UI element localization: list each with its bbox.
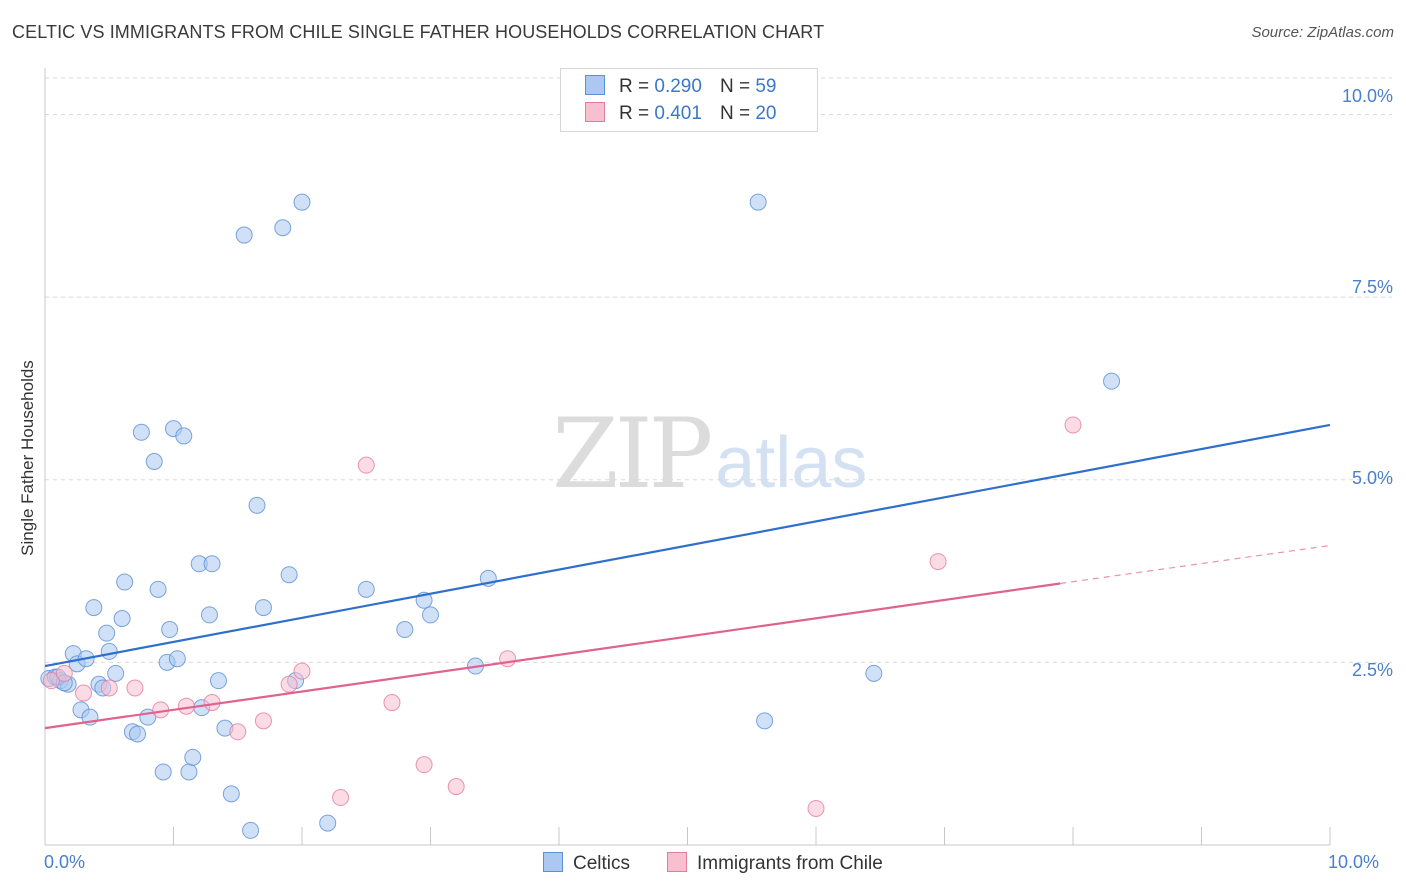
chile-point-1 — [55, 664, 73, 682]
chile-point-2 — [75, 684, 93, 702]
y-tick-label-7-5: 7.5% — [1351, 277, 1393, 297]
chile-point-20 — [1064, 416, 1082, 434]
chile-point-16 — [447, 778, 465, 796]
chile-trend-line — [44, 582, 1061, 730]
celtic-point-37 — [222, 785, 240, 803]
celtic-point-54 — [749, 193, 767, 211]
chile-trend-extension — [1060, 544, 1331, 585]
celtic-point-18 — [129, 725, 147, 743]
celtic-point-22 — [149, 580, 167, 598]
celtic-point-35 — [209, 672, 227, 690]
source-label: Source: ZipAtlas.com — [1251, 24, 1394, 41]
chile-point-3 — [100, 679, 118, 697]
celtic-point-13 — [100, 642, 118, 660]
celtic-point-50 — [422, 606, 439, 624]
chile-point-8 — [229, 723, 247, 741]
chile-n-value: 20 — [755, 103, 777, 124]
axis-layer — [44, 68, 1331, 846]
chile-point-18 — [807, 799, 825, 817]
trend-layer — [44, 423, 1331, 730]
bottom-chile-swatch — [667, 852, 687, 872]
celtic-point-42 — [274, 219, 292, 237]
chile-n-label: N = — [719, 103, 751, 124]
legend-row-celtic: R = 0.290 N = 59 — [585, 75, 776, 98]
celtic-trend-line — [44, 423, 1331, 668]
celtic-n-value: 59 — [755, 76, 777, 97]
watermark-zip: ZIP — [552, 398, 713, 510]
celtic-point-16 — [116, 573, 134, 591]
celtic-point-14 — [107, 664, 125, 682]
bottom-legend-celtics: Celtics — [543, 852, 630, 875]
x-tick-label-max: 10.0% — [1328, 852, 1380, 872]
bottom-legend-chile: Immigrants from Chile — [667, 852, 883, 875]
celtic-point-53 — [756, 712, 774, 730]
celtic-point-9 — [85, 599, 103, 617]
bottom-celtic-label: Celtics — [573, 853, 631, 874]
chile-point-4 — [126, 679, 144, 697]
celtic-point-43 — [280, 566, 298, 584]
celtic-point-55 — [865, 664, 883, 682]
watermark: ZIPatlas — [552, 398, 867, 510]
chile-point-15 — [415, 756, 433, 774]
celtic-point-25 — [161, 621, 179, 639]
x-tick-label-min: 0.0% — [44, 852, 86, 872]
celtic-point-21 — [145, 453, 163, 470]
point-layer — [40, 193, 1121, 839]
chile-point-12 — [332, 789, 350, 807]
chile-r-value: 0.401 — [654, 103, 702, 124]
bottom-celtic-swatch — [543, 852, 563, 872]
grid-layer — [45, 77, 1392, 663]
celtic-point-28 — [175, 427, 193, 445]
celtic-point-12 — [98, 624, 116, 642]
y-tick-label-5-0: 5.0% — [1351, 468, 1393, 488]
chile-point-0 — [42, 672, 60, 690]
celtic-point-15 — [113, 610, 131, 628]
chile-point-14 — [383, 694, 401, 712]
legend-row-chile: R = 0.401 N = 20 — [585, 102, 776, 125]
chile-point-17 — [499, 650, 517, 668]
celtic-point-47 — [357, 580, 375, 598]
chile-point-9 — [254, 712, 272, 730]
celtic-point-45 — [293, 193, 311, 211]
celtic-point-33 — [200, 606, 218, 624]
celtic-point-30 — [184, 748, 202, 766]
celtic-point-48 — [396, 621, 414, 639]
celtic-n-label: N = — [719, 76, 751, 97]
celtic-point-46 — [319, 814, 337, 832]
celtic-point-56 — [1103, 372, 1121, 390]
y-tick-label-10-0: 10.0% — [1341, 86, 1393, 106]
chile-point-11 — [293, 662, 311, 680]
chart-title: CELTIC VS IMMIGRANTS FROM CHILE SINGLE F… — [12, 22, 825, 42]
celtic-r-value: 0.290 — [654, 76, 702, 97]
celtic-swatch — [585, 75, 605, 95]
celtic-point-38 — [235, 226, 253, 244]
celtic-point-41 — [254, 599, 272, 617]
celtic-point-29 — [180, 763, 198, 781]
watermark-atlas: atlas — [715, 423, 868, 503]
chile-point-13 — [357, 456, 375, 474]
celtic-r-label: R = — [619, 76, 650, 97]
stats-legend: R = 0.290 N = 59 R = 0.401 N = 20 — [560, 68, 818, 132]
celtic-point-39 — [242, 821, 260, 839]
celtic-point-23 — [154, 763, 172, 781]
y-tick-label-2-5: 2.5% — [1351, 660, 1393, 680]
chile-swatch — [585, 102, 605, 122]
chile-r-label: R = — [619, 103, 650, 124]
y-axis-label: Single Father Households — [18, 360, 37, 556]
chile-point-19 — [929, 553, 947, 571]
celtic-point-40 — [248, 496, 266, 514]
bottom-chile-label: Immigrants from Chile — [697, 853, 883, 874]
chile-point-10 — [280, 675, 298, 693]
celtic-point-19 — [132, 423, 150, 441]
celtic-point-27 — [168, 650, 186, 668]
celtic-point-34 — [203, 555, 221, 573]
